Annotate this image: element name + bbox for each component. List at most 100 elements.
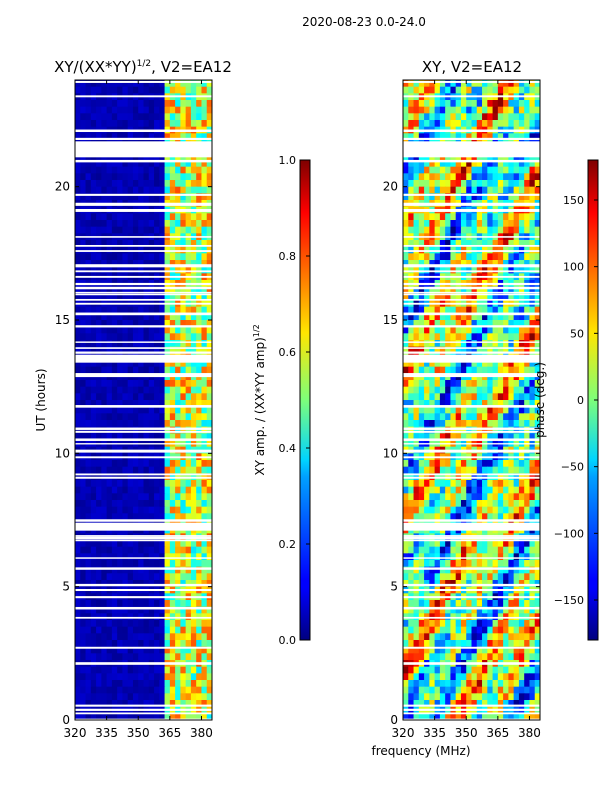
heatmap-cell — [180, 406, 187, 414]
heatmap-cell — [497, 406, 504, 414]
heatmap-cell — [487, 380, 494, 388]
heatmap-cell — [455, 340, 462, 348]
heatmap-cell — [185, 566, 192, 574]
heatmap-cell — [101, 580, 108, 588]
heatmap-cell — [492, 306, 499, 314]
heatmap-cell — [529, 466, 536, 474]
heatmap-cell — [487, 426, 494, 434]
heatmap-cell — [503, 413, 509, 421]
heatmap-cell — [75, 286, 81, 294]
heatmap-cell — [487, 113, 494, 121]
heatmap-cell — [169, 620, 176, 628]
heatmap-cell — [403, 393, 409, 401]
heatmap-cell — [201, 626, 208, 634]
heatmap-cell — [455, 80, 462, 88]
heatmap-cell — [439, 86, 446, 94]
heatmap-cell — [418, 406, 425, 414]
heatmap-cell — [85, 386, 92, 394]
heatmap-cell — [508, 400, 515, 408]
heatmap-cell — [482, 193, 488, 201]
heatmap-cell — [534, 306, 540, 314]
heatmap-cell — [429, 466, 436, 474]
heatmap-cell — [175, 380, 181, 388]
heatmap-cell — [466, 293, 473, 301]
heatmap-cell — [111, 320, 118, 328]
heatmap-cell — [169, 180, 176, 188]
heatmap-cell — [460, 313, 467, 321]
heatmap-cell — [497, 413, 504, 421]
heatmap-cell — [132, 600, 139, 608]
heatmap-cell — [503, 166, 509, 174]
heatmap-cell — [101, 653, 108, 661]
heatmap-cell — [434, 633, 441, 641]
heatmap-cell — [101, 340, 108, 348]
heatmap-cell — [117, 480, 124, 488]
heatmap-cell — [169, 500, 176, 508]
heatmap-cell — [111, 186, 118, 194]
heatmap-cell — [169, 713, 176, 720]
heatmap-cell — [434, 653, 441, 661]
heatmap-cell — [80, 166, 87, 174]
heatmap-cell — [143, 553, 150, 561]
heatmap-cell — [164, 213, 171, 221]
heatmap-cell — [439, 340, 446, 348]
heatmap-cell — [439, 580, 446, 588]
heatmap-cell — [476, 80, 483, 88]
heatmap-cell — [159, 180, 166, 188]
heatmap-cell — [492, 326, 499, 334]
heatmap-cell — [503, 620, 509, 628]
heatmap-cell — [90, 320, 97, 328]
heatmap-cell — [143, 106, 150, 114]
heatmap-cell — [148, 666, 155, 674]
heatmap-cell — [117, 313, 124, 321]
heatmap-cell — [117, 566, 124, 574]
heatmap-cell — [418, 553, 425, 561]
heatmap-cell — [196, 646, 203, 654]
heatmap-cell — [508, 106, 515, 114]
heatmap-cell — [117, 346, 124, 354]
heatmap-cell — [450, 673, 457, 681]
heatmap-cell — [169, 566, 176, 574]
heatmap-cell — [159, 626, 166, 634]
heatmap-cell — [529, 340, 536, 348]
heatmap-cell — [75, 100, 81, 108]
heatmap-cell — [201, 513, 208, 521]
heatmap-cell — [190, 320, 197, 328]
heatmap-cell — [450, 500, 457, 508]
heatmap-cell — [424, 180, 430, 188]
heatmap-cell — [164, 433, 171, 441]
heatmap-cell — [85, 160, 92, 168]
heatmap-cell — [418, 120, 425, 128]
heatmap-cell — [143, 160, 150, 168]
heatmap-cell — [482, 500, 488, 508]
heatmap-cell — [85, 120, 92, 128]
heatmap-cell — [534, 213, 540, 221]
heatmap-cell — [424, 260, 430, 268]
heatmap-cell — [85, 106, 92, 114]
heatmap-cell — [408, 433, 415, 441]
heatmap-cell — [122, 693, 129, 701]
heatmap-cell — [132, 306, 139, 314]
heatmap-cell — [413, 566, 420, 574]
heatmap-cell — [90, 186, 97, 194]
heatmap-cell — [169, 633, 176, 641]
heatmap-cell — [518, 380, 525, 388]
heatmap-cell — [482, 180, 488, 188]
heatmap-cell — [429, 213, 436, 221]
heatmap-cell — [190, 633, 197, 641]
heatmap-cell — [529, 286, 536, 294]
heatmap-cell — [75, 260, 81, 268]
heatmap-cell — [492, 566, 499, 574]
heatmap-cell — [408, 320, 415, 328]
heatmap-cell — [466, 620, 473, 628]
heatmap-cell — [196, 480, 203, 488]
heatmap-cell — [418, 400, 425, 408]
heatmap-cell — [180, 573, 187, 581]
heatmap-cell — [439, 620, 446, 628]
heatmap-cell — [529, 493, 536, 501]
heatmap-cell — [455, 686, 462, 694]
heatmap-cell — [518, 393, 525, 401]
heatmap-cell — [492, 186, 499, 194]
heatmap-cell — [185, 326, 192, 334]
heatmap-cell — [117, 646, 124, 654]
